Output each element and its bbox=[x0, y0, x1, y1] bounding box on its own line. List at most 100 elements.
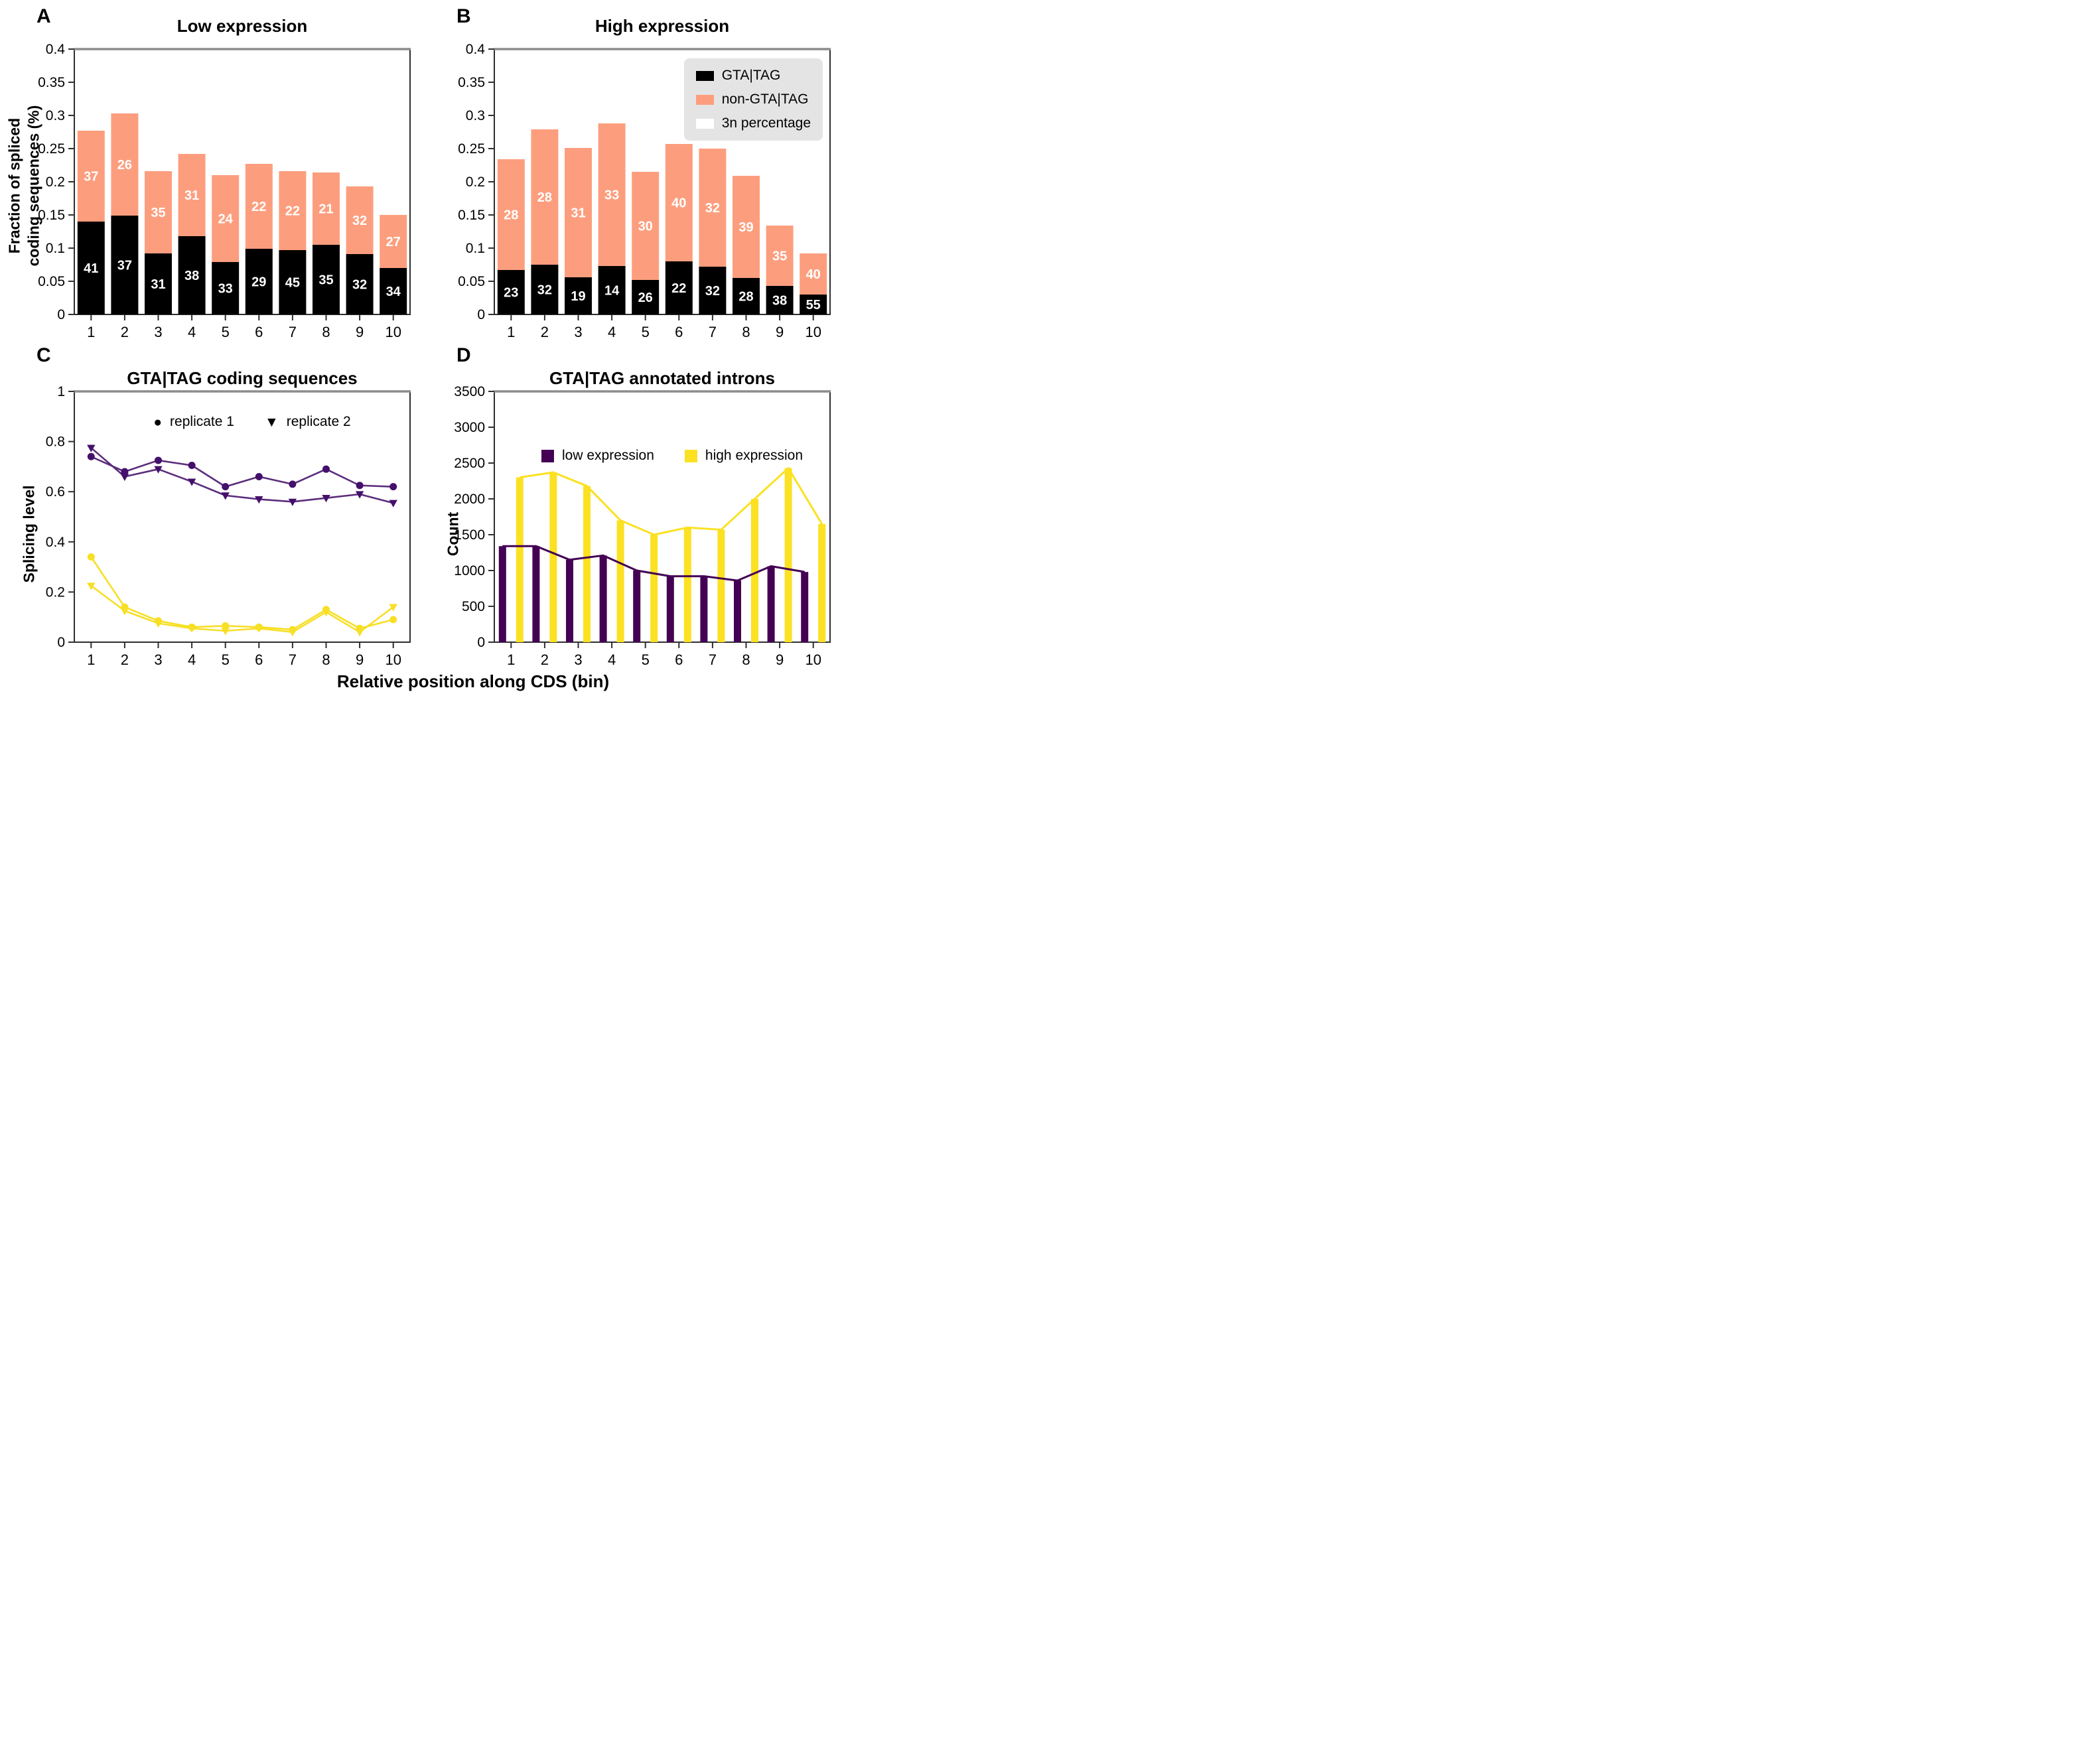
tick-label: 2000 bbox=[454, 492, 485, 507]
tick-label: 0.4 bbox=[46, 535, 66, 550]
bar-segment bbox=[497, 159, 525, 270]
tick-label: 8 bbox=[322, 324, 330, 340]
tick-label: 21 bbox=[318, 202, 333, 217]
panel-high-expression: B High expression 0 0.05 0.1 0.15 0.2 0.25 0.3… bbox=[420, 0, 840, 342]
tick-label: 28 bbox=[504, 208, 518, 223]
circle-marker-icon bbox=[121, 603, 129, 611]
bar-segment bbox=[598, 123, 626, 266]
bar-segment bbox=[800, 295, 827, 314]
series-line bbox=[90, 584, 394, 634]
tick-label: 31 bbox=[151, 277, 165, 292]
circle-marker-icon bbox=[188, 623, 196, 631]
tick-label: 2500 bbox=[454, 456, 485, 471]
panel-letter: A bbox=[36, 5, 51, 27]
tick-label: 24 bbox=[218, 212, 234, 227]
tick-label: 6 bbox=[255, 651, 263, 668]
count-bar bbox=[818, 523, 826, 642]
legend-item: low expression bbox=[541, 448, 654, 464]
bar-series bbox=[516, 468, 826, 642]
tick-label: 500 bbox=[462, 599, 485, 614]
legend-label: low expression bbox=[562, 448, 654, 463]
count-bar bbox=[666, 576, 674, 642]
circle-marker-icon bbox=[222, 483, 230, 491]
tick-label: 3000 bbox=[454, 420, 485, 435]
tick-label: 35 bbox=[318, 273, 333, 288]
legend-label: non-GTA|TAG bbox=[721, 92, 809, 107]
bar-segment bbox=[279, 171, 307, 250]
count-bar bbox=[751, 499, 758, 642]
tick-label: 3 bbox=[574, 324, 582, 340]
tick-label: 32 bbox=[705, 201, 720, 216]
tick-label: 32 bbox=[705, 284, 720, 299]
bar-segment bbox=[212, 262, 240, 314]
tick-label: 4 bbox=[608, 324, 616, 340]
non-gta-tag-swatch-icon bbox=[695, 94, 714, 105]
tick-label: 1 bbox=[87, 324, 95, 340]
panel-letter: C bbox=[36, 344, 51, 366]
circle-marker-icon bbox=[289, 626, 297, 634]
triangle-down-marker-icon bbox=[288, 498, 297, 506]
tick-label: 33 bbox=[218, 282, 233, 297]
tick-label: 3 bbox=[574, 651, 582, 668]
count-bar bbox=[784, 468, 792, 642]
circle-marker-icon bbox=[155, 617, 162, 625]
panel-title: GTA|TAG coding sequences bbox=[127, 368, 358, 388]
count-bar bbox=[583, 486, 591, 642]
tick-label: 7 bbox=[289, 651, 297, 668]
tick-label: 8 bbox=[742, 651, 750, 668]
tick-label: 55 bbox=[806, 298, 821, 312]
count-bar bbox=[683, 527, 691, 642]
tick-label: 35 bbox=[151, 206, 165, 220]
tick-label: 28 bbox=[738, 290, 753, 304]
tick-label: 0 bbox=[57, 307, 65, 322]
bar-segment bbox=[598, 266, 626, 314]
bar-segment bbox=[665, 261, 693, 314]
tick-label: 3 bbox=[154, 324, 162, 340]
tick-label: 39 bbox=[738, 220, 753, 235]
count-bar bbox=[717, 529, 725, 642]
panel-annotated-introns: D GTA|TAG annotated introns Count 0 500 10… bbox=[420, 342, 840, 703]
tick-label: 41 bbox=[84, 261, 98, 276]
tick-label: 5 bbox=[642, 324, 650, 340]
panel-title: GTA|TAG annotated introns bbox=[549, 368, 775, 388]
legend-item: 3n percentage bbox=[695, 115, 811, 131]
line-chart-splicing: 0 0.2 0.4 0.6 0.8 1 1 2 3 4 5 6 7 8 9 10 bbox=[46, 386, 411, 668]
tick-label: 8 bbox=[742, 324, 750, 340]
triangle-down-marker-icon bbox=[389, 604, 397, 612]
tick-label: 0.8 bbox=[46, 435, 65, 450]
circle-marker-icon bbox=[121, 468, 129, 476]
tick-label: 0.25 bbox=[38, 141, 65, 157]
series-top-line bbox=[502, 545, 805, 582]
tick-label: 6 bbox=[255, 324, 263, 340]
tick-label: 6 bbox=[675, 651, 683, 668]
bar-segment bbox=[565, 277, 592, 314]
tick-label: 0.1 bbox=[466, 241, 485, 256]
stacked-bar-chart-low: 00.050.10.150.20.250.30.350.41 2 3 4 5 6 7 8 9 10… bbox=[38, 42, 411, 340]
bar-segment bbox=[497, 270, 525, 314]
x-axis-label: Relative position along CDS (bin) bbox=[336, 671, 610, 691]
low-expression-swatch-icon bbox=[541, 449, 554, 462]
tick-label: 45 bbox=[285, 276, 300, 291]
tick-label: 3 bbox=[154, 651, 162, 668]
circle-marker-icon bbox=[389, 483, 397, 491]
tick-label: 34 bbox=[386, 285, 401, 299]
tick-label: 0.05 bbox=[458, 274, 485, 289]
tick-label: 27 bbox=[386, 235, 401, 249]
tick-label: 7 bbox=[709, 324, 717, 340]
bar-segment bbox=[380, 215, 407, 268]
triangle-down-marker-icon bbox=[87, 582, 96, 590]
tick-label: 31 bbox=[184, 188, 199, 203]
circle-marker-icon bbox=[87, 553, 95, 561]
bar-segment bbox=[531, 129, 559, 265]
bar-segment bbox=[632, 280, 660, 314]
triangle-down-marker-icon bbox=[255, 496, 263, 504]
series-top-line bbox=[520, 467, 823, 536]
line-series bbox=[87, 444, 397, 507]
stacked-bar-chart-high: 00.050.10.150.20.250.30.350.41 2 3 4 5 6 7 8 9 10… bbox=[458, 42, 831, 340]
tick-label: 28 bbox=[537, 190, 552, 205]
triangle-down-marker-icon: ▼ bbox=[264, 414, 279, 430]
series-line bbox=[90, 556, 394, 631]
series-line bbox=[90, 456, 393, 488]
tick-label: 1 bbox=[57, 386, 65, 399]
tick-label: 0 bbox=[57, 635, 65, 650]
